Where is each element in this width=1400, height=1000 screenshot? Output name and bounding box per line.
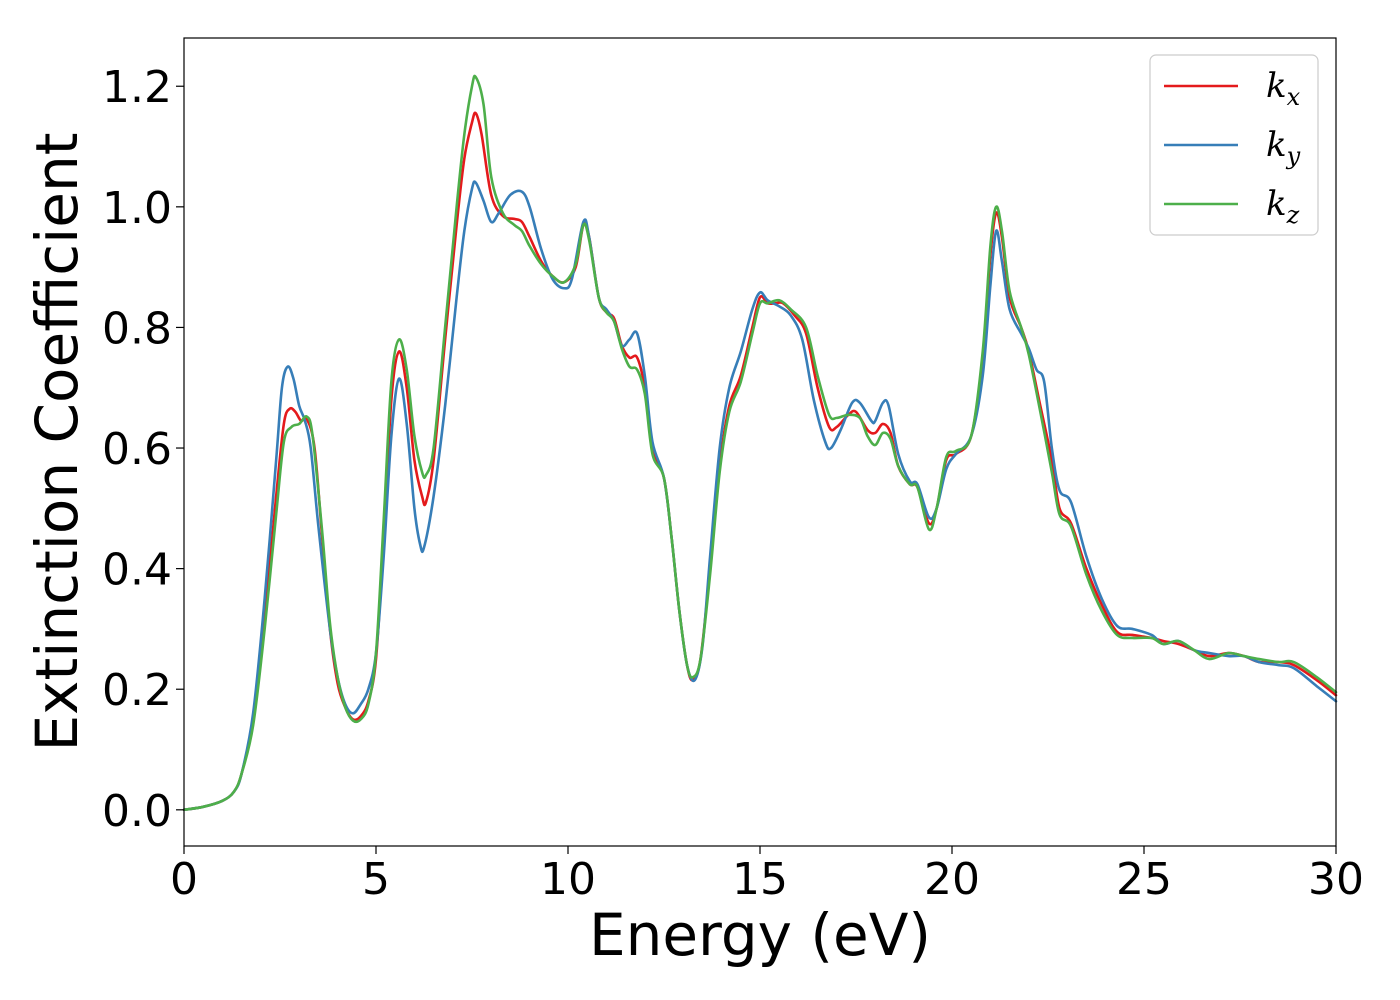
y-tick-label: 1.0	[102, 183, 172, 234]
y-axis-title: Extinction Coefficient	[23, 133, 91, 752]
x-tick-label: 30	[1308, 854, 1364, 905]
x-tick-label: 15	[732, 854, 788, 905]
y-tick-label: 0.8	[102, 303, 172, 354]
x-tick-label: 10	[540, 854, 596, 905]
x-tick-label: 5	[362, 854, 390, 905]
y-tick-label: 1.2	[102, 62, 172, 113]
y-axis: 0.0 0.2 0.4 0.6 0.8 1.0 1.2	[102, 62, 184, 837]
y-tick-label: 0.2	[102, 665, 172, 716]
y-tick-label: 0.6	[102, 424, 172, 475]
series-layer	[182, 74, 1338, 812]
x-tick-label: 20	[924, 854, 980, 905]
x-tick-label: 0	[170, 854, 198, 905]
plot-background	[184, 38, 1336, 846]
legend-label-x: kx	[1266, 66, 1301, 111]
x-tick-label: 25	[1116, 854, 1172, 905]
series-line-z	[182, 74, 1338, 812]
x-axis: 0 5 10 15 20 25 30	[170, 846, 1364, 905]
legend-label-z: kz	[1266, 184, 1300, 229]
x-axis-title: Energy (eV)	[589, 901, 931, 969]
y-tick-label: 0.4	[102, 545, 172, 596]
y-tick-label: 0.0	[102, 786, 172, 837]
legend-label-y: ky	[1266, 125, 1301, 170]
legend: kx ky kz	[1149, 54, 1319, 236]
